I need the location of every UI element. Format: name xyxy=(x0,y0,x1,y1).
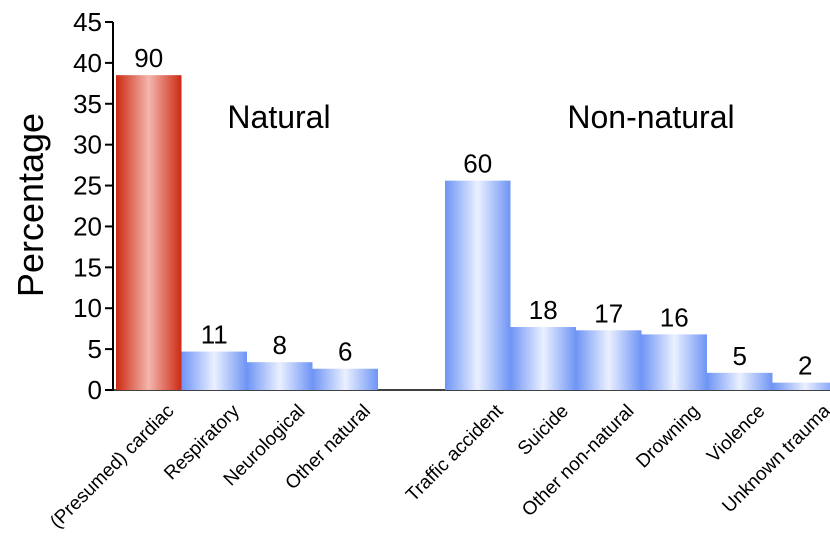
data-label: 2 xyxy=(798,351,812,381)
bar xyxy=(247,362,313,390)
group-label: Natural xyxy=(227,99,330,135)
category-label: Suicide xyxy=(514,401,573,460)
group-label: Non-natural xyxy=(567,99,734,135)
data-label: 16 xyxy=(660,302,689,332)
data-label: 60 xyxy=(463,149,492,179)
bar xyxy=(116,75,182,391)
category-label: Other non-natural xyxy=(518,401,638,521)
data-label: 90 xyxy=(134,43,163,73)
category-label: (Presumed) cardiac xyxy=(46,401,178,533)
data-label: 18 xyxy=(529,295,558,325)
y-tick-label: 10 xyxy=(73,293,102,323)
data-label: 11 xyxy=(201,320,228,350)
bar xyxy=(445,180,511,390)
category-label: Drowning xyxy=(632,401,704,473)
category-label: Traffic accident xyxy=(402,400,508,506)
y-tick-label: 0 xyxy=(88,375,102,405)
data-label: 17 xyxy=(594,298,623,328)
y-tick-label: 20 xyxy=(73,211,102,241)
bar xyxy=(312,368,378,390)
data-label: 6 xyxy=(338,337,352,367)
y-tick-label: 25 xyxy=(73,171,102,201)
bar xyxy=(641,334,707,390)
y-tick-label: 30 xyxy=(73,130,102,160)
bars xyxy=(116,75,830,391)
y-tick-label: 15 xyxy=(73,252,102,282)
category-label: Violence xyxy=(703,401,769,467)
y-tick-label: 40 xyxy=(73,48,102,78)
bar xyxy=(510,327,576,390)
category-label: Unknown trauma xyxy=(718,400,830,517)
y-tick-label: 45 xyxy=(73,7,102,37)
data-label: 8 xyxy=(273,330,287,360)
bar xyxy=(576,330,642,390)
bar xyxy=(772,382,830,390)
bar xyxy=(181,351,247,390)
data-label: 5 xyxy=(733,341,747,371)
y-tick-label: 35 xyxy=(73,89,102,119)
bar xyxy=(707,372,773,390)
y-axis-label: Percentage xyxy=(10,113,51,297)
y-tick-label: 5 xyxy=(88,334,102,364)
